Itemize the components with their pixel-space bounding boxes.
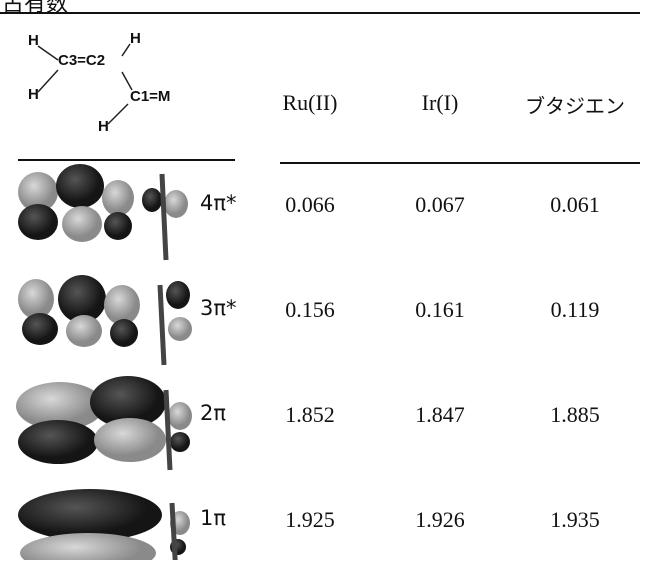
value-cell: 1.885 xyxy=(550,402,600,428)
page: 占有数 H H C3=C2 C1=M H H Ru(II) Ir(I) ブタジエ… xyxy=(0,0,646,561)
value-cell: 1.852 xyxy=(285,402,335,428)
value-cell: 0.156 xyxy=(285,297,335,323)
orbital-label: 1π xyxy=(200,506,226,530)
value-cell: 1.935 xyxy=(550,507,600,533)
orbital-label: 3π* xyxy=(200,296,237,320)
value-cell: 1.926 xyxy=(415,507,465,533)
column-header: ブタジエン xyxy=(525,90,625,119)
value-cell: 1.925 xyxy=(285,507,335,533)
value-cell: 0.067 xyxy=(415,192,465,218)
orbital-images xyxy=(0,160,200,560)
value-cell: 1.847 xyxy=(415,402,465,428)
orbital-label: 2π xyxy=(200,401,226,425)
value-cell: 0.161 xyxy=(415,297,465,323)
header-rule xyxy=(280,162,640,164)
value-cell: 0.061 xyxy=(550,192,600,218)
value-cell: 0.119 xyxy=(551,297,600,323)
value-cell: 0.066 xyxy=(285,192,335,218)
column-header: Ir(I) xyxy=(422,90,459,116)
bond-lines xyxy=(0,0,240,150)
column-header: Ru(II) xyxy=(283,90,338,116)
orbital-label: 4π* xyxy=(200,191,237,215)
